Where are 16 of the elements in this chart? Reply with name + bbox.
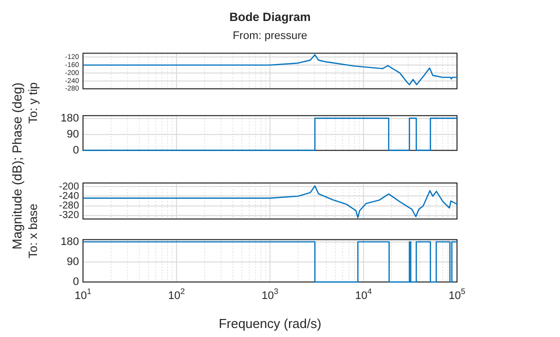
y-tick-label: -200 <box>58 181 80 192</box>
y-tick-label: -280 <box>58 200 80 212</box>
y-tick-label: 0 <box>72 144 79 156</box>
y-tick-label: 180 <box>60 236 79 248</box>
y-tick-label: -320 <box>58 210 80 222</box>
y-tick-label: 90 <box>66 256 79 268</box>
y-tick-label: 180 <box>60 112 79 124</box>
x-axis-title: Frequency (rad/s) <box>218 316 322 331</box>
y-axis-title: To: x base <box>26 203 40 258</box>
y-axis-title: To: y tip <box>26 82 40 124</box>
chart-title: Bode Diagram <box>229 10 311 24</box>
chart-subtitle: From: pressure <box>232 30 308 42</box>
y-tick-label: 0 <box>72 276 79 288</box>
text: Magnitude (dB); Phase (deg) <box>10 82 24 250</box>
y-tick-label: 90 <box>66 128 79 140</box>
y-tick-label: -240 <box>58 190 80 202</box>
